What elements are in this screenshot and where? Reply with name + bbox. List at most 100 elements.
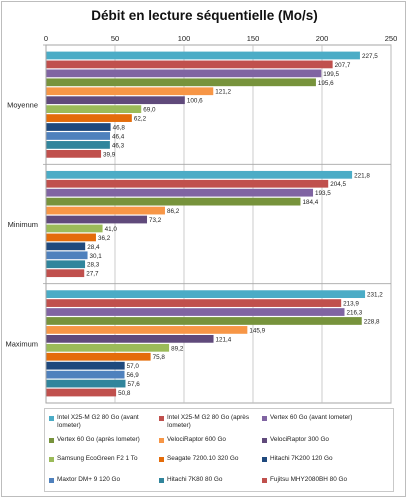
bar-value-label: 28,3: [87, 262, 100, 269]
legend-swatch: [159, 456, 164, 462]
x-tick-label: 250: [385, 34, 398, 43]
legend-swatch: [159, 415, 164, 421]
legend-swatch: [159, 437, 164, 443]
x-tick-label: 200: [316, 34, 329, 43]
bar: [46, 78, 316, 87]
legend-label: Intel X25-M G2 80 Go (avant Iometer): [57, 414, 139, 429]
legend-swatch: [159, 477, 164, 483]
bar-value-label: 89,2: [171, 345, 184, 352]
bar: [46, 69, 322, 78]
bar: [46, 114, 132, 122]
bar-value-label: 227,5: [362, 53, 378, 60]
legend-item: Hitachi 7K80 80 Go: [159, 476, 253, 484]
bar-value-label: 228,8: [364, 318, 380, 325]
legend-item: Intel X25-M G2 80 Go (avant Iometer): [49, 414, 143, 430]
legend-label: VelociRaptor 300 Go: [270, 436, 329, 443]
chart-title: Débit en lecture séquentielle (Mo/s): [91, 8, 318, 23]
bar: [46, 326, 248, 334]
bar-value-label: 46,3: [112, 142, 125, 149]
bar: [46, 206, 165, 215]
bar: [46, 141, 110, 149]
legend-item: VelociRaptor 300 Go: [262, 436, 356, 444]
bar-value-label: 46,8: [113, 125, 126, 132]
bar: [46, 361, 125, 370]
bar: [46, 132, 111, 140]
bar-value-label: 50,8: [118, 390, 131, 397]
bar: [46, 290, 366, 299]
legend-label: Fujitsu MHY2080BH 80 Go: [270, 476, 348, 483]
bar: [46, 334, 214, 343]
legend-label: Samsung EcoGreen F2 1 To: [57, 455, 138, 462]
bar: [46, 233, 96, 242]
bar: [46, 251, 88, 260]
bar-value-label: 27,7: [86, 271, 99, 278]
bar: [46, 224, 103, 233]
bar: [46, 308, 345, 316]
legend-item: Intel X25-M G2 80 Go (après Iometer): [159, 414, 253, 430]
bar: [46, 149, 102, 158]
bar-value-label: 28,4: [87, 244, 100, 251]
bar: [46, 179, 329, 188]
legend-label: VelociRaptor 600 Go: [167, 436, 226, 443]
category-label: Maximum: [5, 339, 38, 348]
bar-value-label: 46,4: [112, 133, 125, 140]
x-tick-label: 0: [44, 34, 48, 43]
legend-label: Hitachi 7K200 120 Go: [270, 455, 333, 462]
bar-value-label: 69,0: [143, 107, 156, 114]
bar-value-label: 204,5: [330, 181, 346, 188]
x-tick-label: 50: [111, 34, 119, 43]
bar: [46, 269, 85, 278]
bar-value-label: 39,9: [103, 151, 116, 158]
legend-item: Fujitsu MHY2080BH 80 Go: [262, 476, 356, 484]
legend-item: Vertex 60 Go (après Iometer): [49, 436, 143, 444]
legend-label: Hitachi 7K80 80 Go: [167, 476, 223, 483]
bar-value-label: 195,6: [318, 80, 334, 87]
bar: [46, 96, 185, 105]
bar: [46, 242, 86, 251]
legend-label: Maxtor DM+ 9 120 Go: [57, 476, 121, 483]
bar-value-label: 56,9: [127, 372, 140, 379]
legend-item: Seagate 7200.10 320 Go: [159, 455, 253, 463]
category-label: Minimum: [8, 220, 38, 229]
bar-value-label: 100,6: [187, 98, 203, 105]
bar-value-label: 145,9: [249, 327, 265, 334]
bar-value-label: 199,5: [323, 71, 339, 78]
bar-value-label: 207,7: [335, 62, 351, 69]
bar-value-label: 62,2: [134, 116, 147, 123]
x-tick-label: 150: [247, 34, 260, 43]
legend-label: Seagate 7200.10 320 Go: [167, 455, 239, 462]
bar: [46, 352, 151, 361]
bar: [46, 105, 142, 114]
bar: [46, 197, 301, 206]
bar: [46, 299, 342, 307]
bar-value-label: 30,1: [90, 253, 103, 260]
bar-value-label: 41,0: [105, 226, 118, 233]
bar: [46, 188, 314, 197]
legend-swatch: [49, 456, 54, 462]
legend-swatch: [49, 477, 54, 483]
legend-swatch: [262, 456, 267, 462]
legend-swatch: [262, 437, 267, 443]
bar-value-label: 36,2: [98, 235, 111, 242]
bar-value-label: 213,9: [343, 301, 359, 308]
bar: [46, 51, 360, 60]
legend-item: Vertex 60 Go (avant Iometer): [262, 414, 356, 422]
bar: [46, 379, 126, 388]
bar: [46, 317, 362, 325]
legend-swatch: [49, 415, 54, 421]
legend-item: Samsung EcoGreen F2 1 To: [49, 455, 143, 463]
bar-value-label: 86,2: [167, 208, 180, 215]
bar-value-label: 216,3: [346, 310, 362, 317]
legend-label: Vertex 60 Go (avant Iometer): [270, 414, 353, 421]
bar: [46, 388, 117, 397]
bar: [46, 60, 333, 69]
bar-value-label: 121,2: [215, 89, 231, 96]
bar-value-label: 57,0: [127, 363, 140, 370]
bar: [46, 170, 353, 179]
legend-swatch: [49, 437, 54, 443]
legend-swatch: [262, 415, 267, 421]
bar-value-label: 221,8: [354, 172, 370, 179]
legend-item: Hitachi 7K200 120 Go: [262, 455, 356, 463]
bar-value-label: 57,6: [127, 381, 140, 388]
